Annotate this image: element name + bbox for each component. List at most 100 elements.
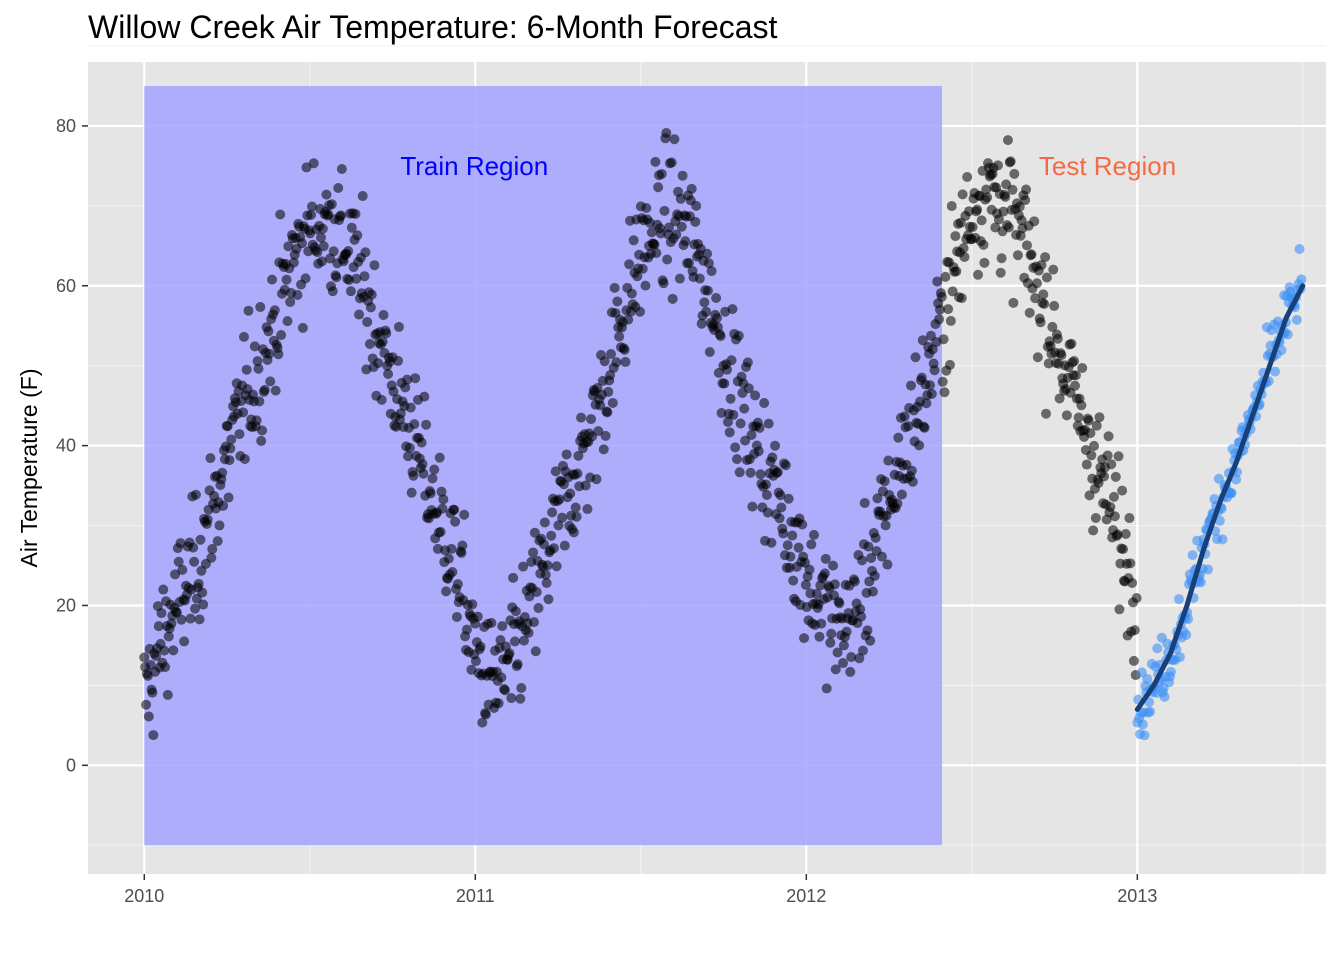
observed-point (926, 388, 937, 399)
observed-point (996, 253, 1007, 264)
observed-point (934, 304, 945, 315)
observed-point (821, 683, 832, 694)
observed-point (606, 349, 617, 360)
observed-point (546, 530, 557, 541)
observed-point (1032, 352, 1043, 363)
observed-point (1041, 272, 1052, 283)
y-tick-label: 60 (56, 276, 76, 296)
observed-point (1024, 307, 1035, 318)
observed-point (264, 348, 275, 359)
observed-point (434, 452, 445, 463)
observed-point (690, 216, 701, 227)
observed-point (1007, 184, 1018, 195)
observed-point (938, 334, 949, 345)
observed-point (568, 527, 579, 538)
observed-point (243, 305, 254, 316)
observed-point (753, 446, 764, 457)
observed-point (1008, 297, 1019, 308)
observed-point (637, 263, 648, 274)
observed-point (811, 588, 822, 599)
observed-point (419, 391, 430, 402)
observed-point (345, 286, 356, 297)
observed-point (1113, 451, 1124, 462)
observed-point (1077, 362, 1088, 373)
observed-point (506, 693, 517, 704)
observed-point (223, 492, 234, 503)
observed-point (241, 364, 252, 375)
observed-point (376, 394, 387, 405)
observed-point (599, 356, 610, 367)
observed-point (1086, 450, 1097, 461)
observed-point (763, 418, 774, 429)
observed-point (425, 488, 436, 499)
observed-point (944, 359, 955, 370)
observed-point (940, 271, 951, 282)
x-axis: 2010 2011 2012 2013 (124, 874, 1157, 906)
observed-point (234, 429, 245, 440)
observed-point (832, 647, 843, 658)
observed-point (628, 235, 639, 246)
observed-point (825, 637, 836, 648)
observed-point (1052, 333, 1063, 344)
observed-point (554, 494, 565, 505)
observed-point (716, 407, 727, 418)
observed-point (867, 586, 878, 597)
observed-point (388, 386, 399, 397)
observed-point (441, 586, 452, 597)
observed-point (301, 162, 312, 173)
observed-point (722, 416, 733, 427)
observed-point (880, 520, 891, 531)
x-tick-label: 2012 (786, 886, 826, 906)
observed-point (711, 292, 722, 303)
observed-point (702, 285, 713, 296)
observed-point (1031, 278, 1042, 289)
observed-point (863, 541, 874, 552)
observed-point (671, 229, 682, 240)
observed-point (892, 498, 903, 509)
observed-point (755, 469, 766, 480)
observed-point (416, 437, 427, 448)
observed-point (429, 464, 440, 475)
observed-point (674, 273, 685, 284)
observed-point (300, 273, 311, 284)
observed-point (316, 256, 327, 267)
observed-point (461, 624, 472, 635)
observed-point (190, 489, 201, 500)
observed-point (774, 513, 785, 524)
observed-point (1073, 412, 1084, 423)
observed-point (443, 553, 454, 564)
observed-point (553, 520, 564, 531)
observed-point (259, 384, 270, 395)
observed-point (336, 164, 347, 175)
observed-point (1099, 471, 1110, 482)
observed-point (378, 309, 389, 320)
forecast-point (1291, 314, 1302, 325)
observed-point (177, 564, 188, 575)
observed-point (193, 578, 204, 589)
forecast-point (1136, 667, 1147, 678)
observed-point (857, 645, 868, 656)
observed-point (418, 468, 429, 479)
observed-point (205, 453, 216, 464)
observed-point (297, 322, 308, 333)
observed-point (845, 666, 856, 677)
observed-point (456, 547, 467, 558)
chart-title: Willow Creek Air Temperature: 6-Month Fo… (88, 9, 778, 45)
forecast-point (1137, 719, 1148, 730)
observed-point (158, 584, 169, 595)
observed-point (580, 480, 591, 491)
observed-point (958, 243, 969, 254)
observed-point (1117, 485, 1128, 496)
observed-point (1110, 471, 1121, 482)
observed-point (612, 296, 623, 307)
observed-point (335, 210, 346, 221)
observed-point (785, 551, 796, 562)
observed-point (306, 201, 317, 212)
observed-point (331, 272, 342, 283)
observed-point (726, 355, 737, 366)
observed-point (141, 699, 152, 710)
observed-point (1090, 512, 1101, 523)
observed-point (317, 223, 328, 234)
observed-point (619, 344, 630, 355)
